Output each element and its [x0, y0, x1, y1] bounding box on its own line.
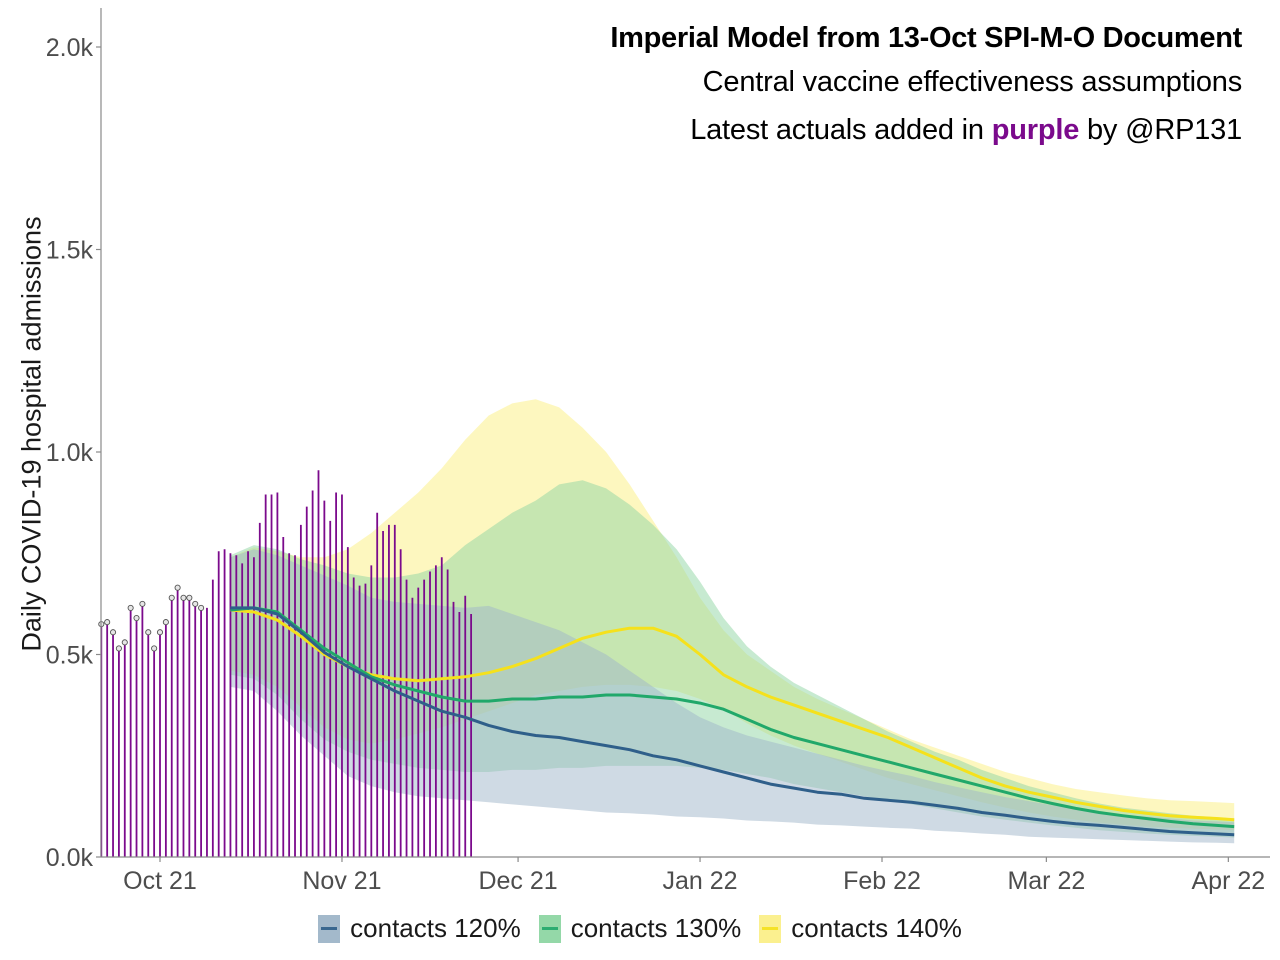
actual-point [104, 619, 111, 626]
actuals-bars [98, 470, 473, 857]
legend-label: contacts 120% [350, 913, 521, 943]
subtitle-suffix: by @RP131 [1079, 114, 1242, 146]
chart-title: Imperial Model from 13-Oct SPI-M-O Docum… [610, 22, 1242, 54]
y-axis-label: Daily COVID-19 hospital admissions [16, 216, 47, 652]
y-tick-label: 2.0k [46, 34, 94, 62]
y-tick-label: 1.5k [46, 237, 94, 265]
title-block: Imperial Model from 13-Oct SPI-M-O Docum… [610, 18, 1242, 154]
actual-point [109, 629, 117, 636]
x-tick-label: Mar 22 [1007, 867, 1085, 895]
legend-key-contacts-120 [318, 914, 341, 943]
chart-subtitle: Central vaccine effectiveness assumption… [702, 66, 1243, 98]
actual-point [180, 594, 187, 601]
y-ticks: 0.0k 0.5k 1.0k 1.5k 2.0k [46, 34, 101, 872]
x-ticks: Oct 21 Nov 21 Dec 21 Jan 22 Feb 22 Mar 22 Apr … [123, 857, 1265, 895]
legend-label: contacts 140% [791, 913, 962, 943]
uncertainty-bands [230, 399, 1235, 844]
legend-item-contacts-120: contacts 120% [318, 913, 521, 944]
subtitle-accent-word: purple [991, 114, 1080, 146]
actual-point [174, 584, 181, 591]
y-tick-label: 1.0k [46, 439, 94, 467]
actual-point [156, 629, 164, 636]
actual-point [115, 645, 122, 652]
line-contacts-130 [230, 606, 1235, 829]
legend-item-contacts-130: contacts 130% [538, 913, 742, 944]
subtitle-prefix: Latest actuals added in [690, 114, 992, 146]
y-tick-label: 0.0k [46, 844, 94, 872]
actual-point [139, 600, 146, 607]
legend: contacts 120% contacts 130% contacts 140… [0, 913, 1280, 944]
actual-point [192, 600, 199, 607]
legend-item-contacts-140: contacts 140% [759, 913, 962, 944]
x-tick-label: Jan 22 [663, 867, 738, 895]
band-contacts-140 [230, 399, 1235, 831]
x-tick-label: Feb 22 [843, 867, 921, 895]
legend-key-contacts-140 [759, 914, 782, 943]
chart-subtitle-actuals: Latest actuals added in purple by @RP131 [610, 106, 1242, 154]
band-contacts-120 [230, 549, 1235, 844]
actual-point [168, 594, 175, 601]
x-tick-label: Dec 21 [478, 867, 557, 895]
actual-point [186, 594, 193, 601]
actual-point [127, 604, 134, 611]
x-tick-label: Oct 21 [123, 867, 197, 895]
x-tick-label: Nov 21 [302, 867, 381, 895]
x-tick-label: Apr 22 [1192, 867, 1266, 895]
line-contacts-120 [230, 606, 1235, 837]
axes [100, 8, 1270, 858]
actual-point [151, 645, 158, 652]
projection-lines [230, 606, 1235, 837]
actual-point [121, 639, 128, 646]
actual-point [145, 629, 152, 636]
line-contacts-140 [230, 608, 1235, 822]
y-tick-label: 0.5k [46, 642, 94, 670]
actual-point [162, 619, 169, 626]
legend-label: contacts 130% [570, 913, 742, 943]
actual-point [198, 604, 205, 611]
actual-point [133, 615, 140, 622]
legend-key-contacts-130 [538, 914, 561, 943]
